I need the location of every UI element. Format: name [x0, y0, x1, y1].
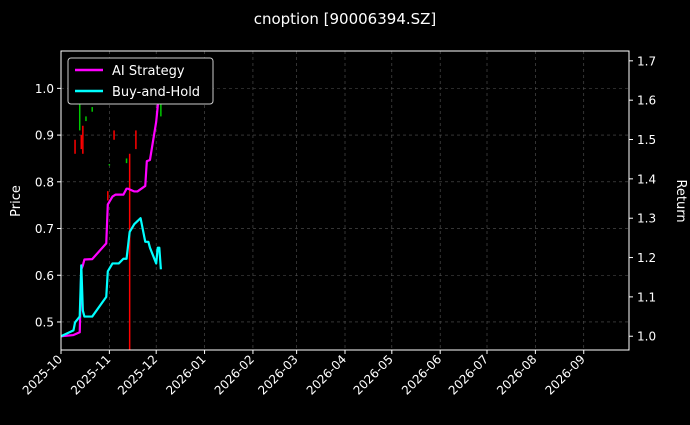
y-right-tick-label: 1.1 [637, 290, 656, 304]
y-right-tick-label: 1.4 [637, 172, 656, 186]
legend-box [67, 57, 214, 105]
y-left-tick-label: 0.9 [35, 129, 54, 143]
y-right-tick-label: 1.3 [637, 212, 656, 226]
y-right-tick-label: 1.2 [637, 251, 656, 265]
candle-layer [74, 97, 162, 350]
legend-label-ai-strategy: AI Strategy [112, 64, 185, 79]
series-line-buy-and-hold [60, 217, 162, 338]
y-left-tick-label: 0.7 [35, 222, 54, 236]
y-left-tick-label: 1.0 [35, 82, 54, 96]
legend: AI Strategy Buy-and-Hold [67, 57, 214, 105]
legend-label-buy-and-hold: Buy-and-Hold [112, 85, 200, 100]
y-right-tick-label: 1.0 [637, 330, 656, 344]
y-left-tick-label: 0.6 [35, 269, 54, 283]
y-axis-left-label: Price [9, 185, 24, 217]
y-right-tick-label: 1.5 [637, 133, 656, 147]
y-left-tick-label: 0.5 [35, 315, 54, 329]
y-left-tick-label: 0.8 [35, 175, 54, 189]
y-axis-right-label: Return [673, 179, 688, 222]
chart-title: cnoption [90006394.SZ] [254, 10, 437, 28]
y-right-tick-label: 1.6 [637, 94, 656, 108]
y-right-tick-label: 1.7 [637, 54, 656, 68]
series-layer [60, 62, 162, 338]
